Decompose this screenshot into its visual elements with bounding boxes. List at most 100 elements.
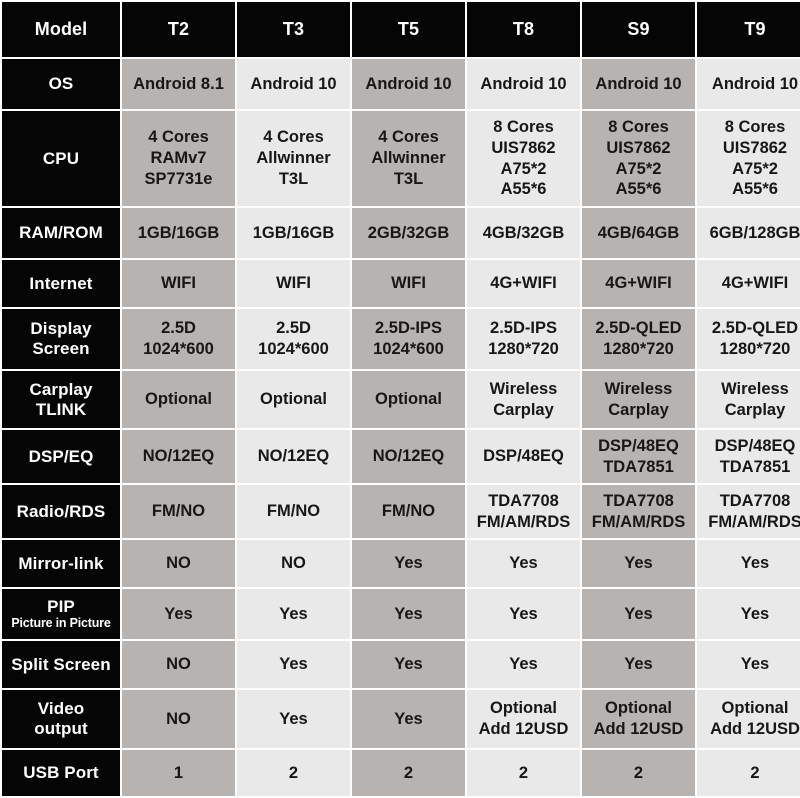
cell-cpu-t8: 8 Cores UIS7862 A75*2 A55*6 [467, 111, 580, 206]
row-label-cpu: CPU [2, 111, 120, 206]
cell-display-t3: 2.5D 1024*600 [237, 309, 350, 369]
cell-split-screen-t9: Yes [697, 641, 800, 688]
table-row: Internet WIFI WIFI WIFI 4G+WIFI 4G+WIFI 4G+WIF… [2, 260, 800, 307]
cell-line: Add 12USD [478, 720, 569, 738]
cell-line: A55*6 [500, 180, 547, 199]
cell-cpu-t5: 4 Cores Allwinner T3L [352, 111, 465, 206]
cell-video-t9: Optional Add 12USD [697, 690, 800, 748]
cell-line: TDA7708 [488, 491, 559, 510]
cell-internet-t5: WIFI [352, 260, 465, 307]
cell-ram-rom-t8: 4GB/32GB [467, 208, 580, 258]
cell-line: TDA7851 [719, 457, 791, 476]
table-row: USB Port 1 2 2 2 2 2 [2, 750, 800, 796]
cell-pip-t2: Yes [122, 589, 235, 639]
cell-line: DSP/48EQ [598, 436, 679, 455]
row-label-internet: Internet [2, 260, 120, 307]
cell-line: DSP/48EQ [714, 436, 796, 455]
row-label-usb-port: USB Port [2, 750, 120, 796]
cell-internet-t2: WIFI [122, 260, 235, 307]
cell-dsp-eq-s9: DSP/48EQ TDA7851 [582, 430, 695, 483]
cell-line: 8 Cores [724, 117, 786, 136]
cell-ram-rom-t5: 2GB/32GB [352, 208, 465, 258]
cell-usb-port-t3: 2 [237, 750, 350, 796]
cell-dsp-eq-t3: NO/12EQ [237, 430, 350, 483]
cell-line: A75*2 [732, 159, 778, 178]
cell-line: 1280*720 [603, 340, 674, 358]
cell-internet-t9: 4G+WIFI [697, 260, 800, 307]
row-label-sub: TLINK [35, 399, 87, 419]
row-label-main: Video [37, 699, 85, 719]
cell-display-t8: 2.5D-IPS 1280*720 [467, 309, 580, 369]
cell-mirror-link-t8: Yes [467, 540, 580, 587]
cell-cpu-t3: 4 Cores Allwinner T3L [237, 111, 350, 206]
table-row: Mirror-link NO NO Yes Yes Yes Yes [2, 540, 800, 587]
row-label-video: Video output [2, 690, 120, 748]
cell-os-t5: Android 10 [352, 59, 465, 109]
cell-os-s9: Android 10 [582, 59, 695, 109]
row-label-radio-rds: Radio/RDS [2, 485, 120, 538]
cell-line: TDA7708 [719, 491, 791, 510]
cell-video-t3: Yes [237, 690, 350, 748]
cell-split-screen-t3: Yes [237, 641, 350, 688]
header-row: Model T2 T3 T5 T8 S9 T9 [2, 2, 800, 57]
cell-cpu-s9: 8 Cores UIS7862 A75*2 A55*6 [582, 111, 695, 206]
cell-line: Carplay [608, 400, 669, 419]
table-body: OS Android 8.1 Android 10 Android 10 Android… [2, 59, 800, 796]
cell-usb-port-t2: 1 [122, 750, 235, 796]
cell-radio-rds-t9: TDA7708 FM/AM/RDS [697, 485, 800, 538]
cell-line: TDA7851 [603, 457, 674, 476]
cell-line: 2.5D [161, 319, 196, 338]
table-row: Carplay TLINK Optional Optional Optional Wire… [2, 371, 800, 428]
cell-ram-rom-t9: 6GB/128GB [697, 208, 800, 258]
cell-carplay-t2: Optional [122, 371, 235, 428]
cell-carplay-t3: Optional [237, 371, 350, 428]
cell-line: 1280*720 [488, 340, 559, 358]
cell-line: 4 Cores [148, 128, 209, 147]
cell-mirror-link-t3: NO [237, 540, 350, 587]
cell-os-t2: Android 8.1 [122, 59, 235, 109]
row-label-sub: Picture in Picture [11, 616, 111, 631]
cell-mirror-link-t5: Yes [352, 540, 465, 587]
cell-pip-t3: Yes [237, 589, 350, 639]
cell-display-t9: 2.5D-QLED 1280*720 [697, 309, 800, 369]
table-row: Video output NO Yes Yes Optional Add 12USD Opti… [2, 690, 800, 748]
cell-dsp-eq-t2: NO/12EQ [122, 430, 235, 483]
cell-internet-t8: 4G+WIFI [467, 260, 580, 307]
table-row: Split Screen NO Yes Yes Yes Yes Yes [2, 641, 800, 688]
cell-line: 2.5D-IPS [375, 319, 442, 338]
table-row: DSP/EQ NO/12EQ NO/12EQ NO/12EQ DSP/48EQ DSP/4… [2, 430, 800, 483]
column-header-model: Model [2, 2, 120, 57]
row-label-sub: output [34, 719, 88, 738]
cell-line: Carplay [493, 400, 554, 419]
cell-carplay-t5: Optional [352, 371, 465, 428]
row-label-display: Display Screen [2, 309, 120, 369]
cell-video-t5: Yes [352, 690, 465, 748]
cell-line: 8 Cores [493, 117, 554, 136]
table-row: CPU 4 Cores RAMv7 SP7731e 4 Cores Allwinner T3… [2, 111, 800, 206]
row-label-main: PIP [47, 596, 75, 616]
cell-cpu-t2: 4 Cores RAMv7 SP7731e [122, 111, 235, 206]
row-label-main: Carplay [29, 379, 93, 399]
cell-line: T3L [393, 169, 424, 188]
cell-line: 1024*600 [143, 340, 214, 358]
cell-radio-rds-t8: TDA7708 FM/AM/RDS [467, 485, 580, 538]
cell-line: FM/AM/RDS [476, 512, 571, 531]
row-label-carplay: Carplay TLINK [2, 371, 120, 428]
cell-line: SP7731e [144, 169, 213, 188]
cell-video-t8: Optional Add 12USD [467, 690, 580, 748]
cell-pip-s9: Yes [582, 589, 695, 639]
cell-line: TDA7708 [603, 491, 674, 510]
cell-line: UIS7862 [606, 138, 671, 157]
cell-line: RAMv7 [150, 149, 207, 168]
cell-display-s9: 2.5D-QLED 1280*720 [582, 309, 695, 369]
cell-ram-rom-s9: 4GB/64GB [582, 208, 695, 258]
cell-mirror-link-s9: Yes [582, 540, 695, 587]
row-label-split-screen: Split Screen [2, 641, 120, 688]
table-row: Radio/RDS FM/NO FM/NO FM/NO TDA7708 FM/AM/RDS… [2, 485, 800, 538]
cell-pip-t8: Yes [467, 589, 580, 639]
cell-mirror-link-t2: NO [122, 540, 235, 587]
cell-line: Wireless [489, 379, 558, 398]
row-label-mirror-link: Mirror-link [2, 540, 120, 587]
column-header-t5: T5 [352, 2, 465, 57]
cell-video-t2: NO [122, 690, 235, 748]
